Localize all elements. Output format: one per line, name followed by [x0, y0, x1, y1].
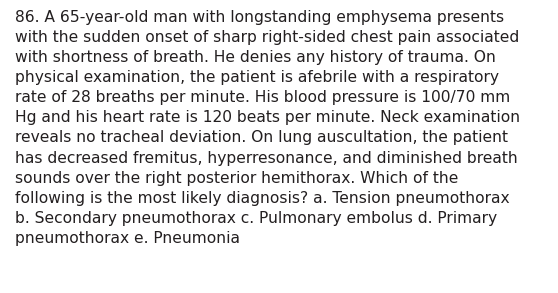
Text: 86. A 65-year-old man with longstanding emphysema presents
with the sudden onset: 86. A 65-year-old man with longstanding …	[15, 10, 519, 246]
